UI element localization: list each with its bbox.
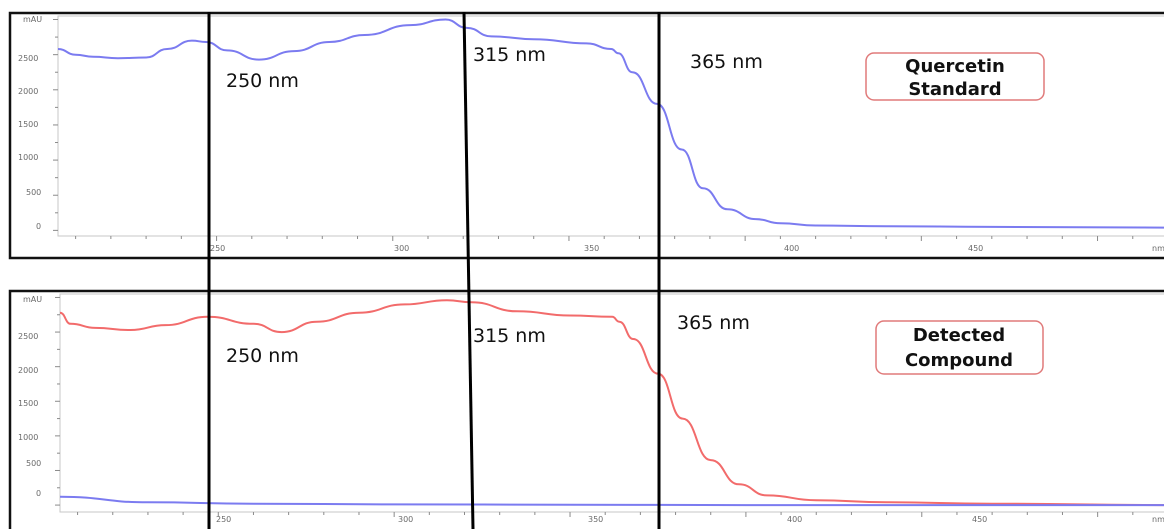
top-x-tick-label: 250 (210, 244, 225, 253)
bottom-x-tick-label: 300 (398, 515, 413, 524)
bottom-x-tick-label: 350 (588, 515, 603, 524)
bottom-y-tick-label: 1500 (18, 399, 38, 408)
bottom-label-line-1: Detected (913, 325, 1005, 346)
top-plot-frame (57, 15, 1164, 237)
top-label-line-1: Quercetin (905, 56, 1005, 77)
top-y-tick-labels: 2500 2000 1500 1000 500 0 (18, 54, 41, 231)
top-y-tick-label: 1500 (18, 120, 38, 129)
bottom-annotation-250nm: 250 nm (226, 345, 299, 367)
bottom-y-tick-label: 1000 (18, 433, 38, 442)
bottom-y-tick-label: 0 (36, 489, 41, 498)
bottom-y-tick-label: 500 (26, 459, 41, 468)
top-label-box: Quercetin Standard (865, 52, 1045, 101)
bottom-axis-ticks (55, 296, 1134, 517)
top-x-tick-label: 400 (784, 244, 799, 253)
top-x-tick-labels: 250 300 350 400 450 nm (210, 244, 1164, 253)
top-label-line-2: Standard (908, 79, 1001, 100)
bottom-x-tick-label: 450 (972, 515, 987, 524)
bottom-annotation-315nm: 315 nm (473, 325, 546, 347)
bottom-x-tick-label: 250 (216, 515, 231, 524)
top-y-tick-label: 2500 (18, 54, 38, 63)
bottom-plot-frame (59, 293, 1164, 513)
bottom-series-line-0 (59, 299, 1164, 507)
top-label-box-border (865, 52, 1045, 101)
top-unit-label: mAU (23, 15, 42, 24)
top-series-group (57, 18, 1164, 229)
bottom-series-line-1 (59, 495, 1164, 507)
bottom-unit-label: mAU (23, 295, 42, 304)
top-panel-frame (8, 11, 1164, 260)
top-axis-ticks (53, 19, 1134, 241)
top-x-tick-label: 300 (394, 244, 409, 253)
bottom-y-tick-label: 2500 (18, 332, 38, 341)
bottom-x-tick-label: 400 (787, 515, 802, 524)
bottom-label-line-2: Compound (905, 350, 1013, 371)
bottom-y-tick-labels: 2500 2000 1500 1000 500 0 (18, 332, 41, 498)
bottom-label-box: Detected Compound (875, 320, 1044, 375)
top-x-tick-label: nm (1152, 244, 1164, 253)
bottom-x-tick-labels: 250 300 350 400 450 nm (216, 515, 1164, 524)
top-y-tick-label: 0 (36, 222, 41, 231)
top-annotation-365nm: 365 nm (690, 51, 763, 73)
top-annotation-250nm: 250 nm (226, 70, 299, 92)
top-series-line-0 (57, 18, 1164, 229)
top-y-tick-label: 1000 (18, 153, 38, 162)
top-x-tick-label: 350 (584, 244, 599, 253)
reference-line-315nm (462, 11, 475, 529)
bottom-annotation-365nm: 365 nm (677, 312, 750, 334)
bottom-x-tick-label: nm (1152, 515, 1164, 524)
top-y-tick-label: 500 (26, 188, 41, 197)
bottom-series-group (59, 299, 1164, 507)
bottom-y-tick-label: 2000 (18, 366, 38, 375)
top-annotation-315nm: 315 nm (473, 44, 546, 66)
top-x-tick-label: 450 (968, 244, 983, 253)
bottom-label-box-border (875, 320, 1044, 375)
bottom-panel-frame (8, 289, 1164, 529)
top-y-tick-label: 2000 (18, 87, 38, 96)
